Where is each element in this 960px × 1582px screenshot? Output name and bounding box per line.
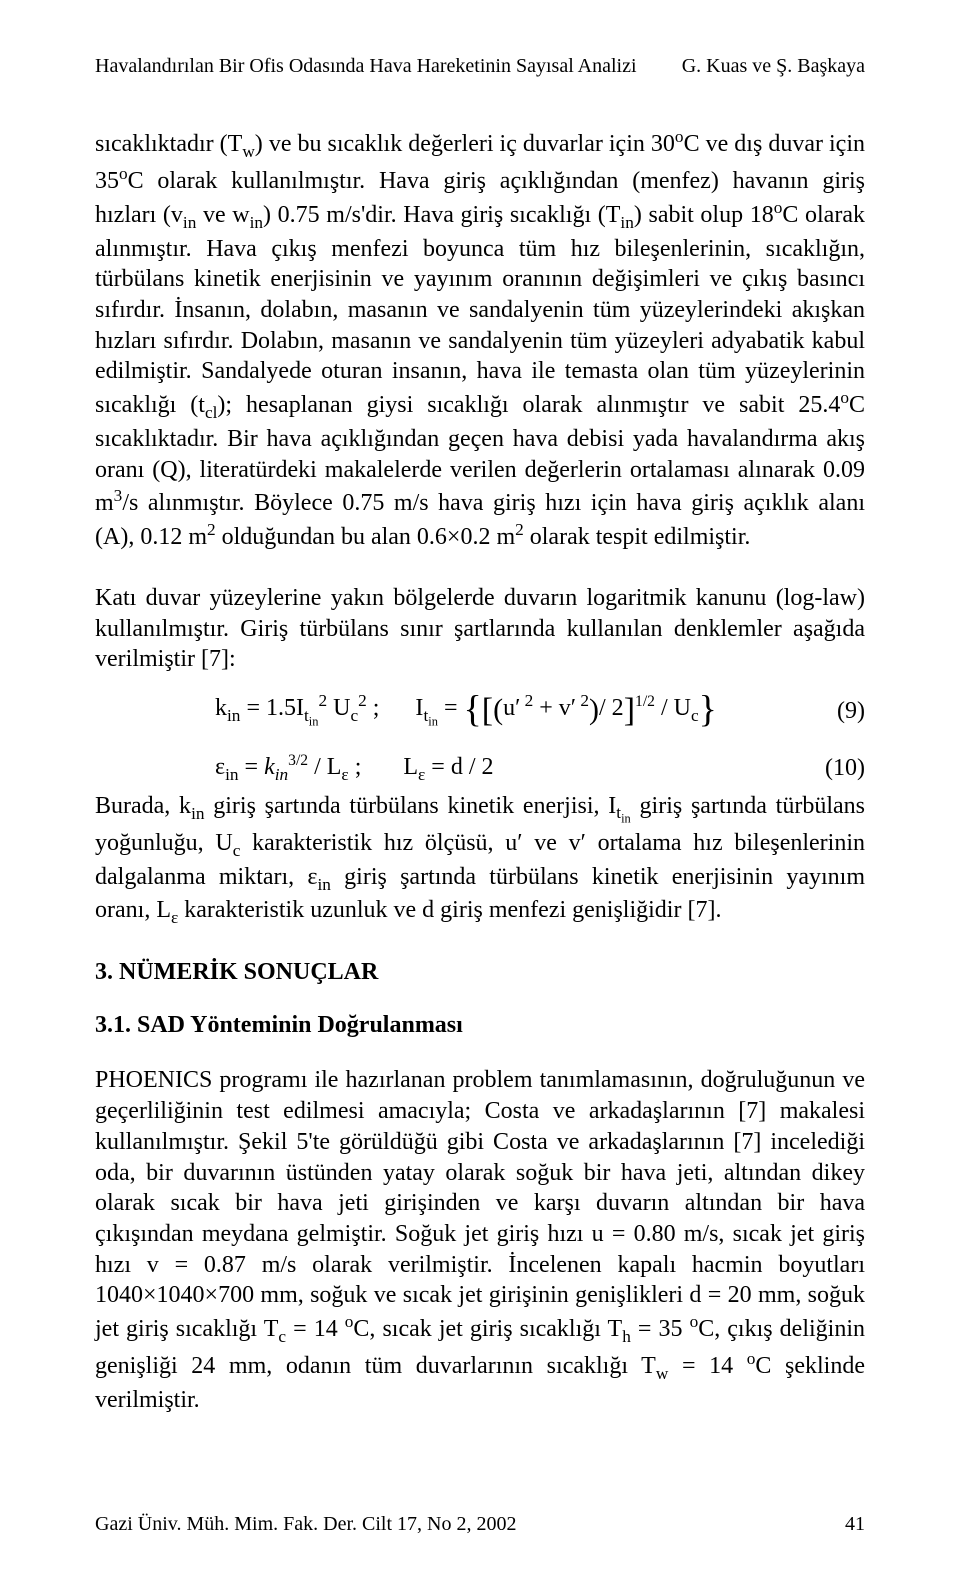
header-right: G. Kuas ve Ş. Başkaya bbox=[682, 55, 865, 78]
equation-10-body: εin = kin3/2 / Lε ; Lε = d / 2 bbox=[215, 751, 493, 786]
section-heading-3: 3. NÜMERİK SONUÇLAR bbox=[95, 959, 865, 986]
footer-page-number: 41 bbox=[845, 1513, 865, 1536]
header-left: Havalandırılan Bir Ofis Odasında Hava Ha… bbox=[95, 55, 637, 78]
paragraph-3: Burada, kin giriş şartında türbülans kin… bbox=[95, 791, 865, 930]
paragraph-1: sıcaklıktadır (Tw) ve bu sıcaklık değerl… bbox=[95, 126, 865, 553]
equation-9-number: (9) bbox=[837, 696, 865, 727]
paragraph-2: Katı duvar yüzeylerine yakın bölgelerde … bbox=[95, 583, 865, 675]
equation-9-body: kin = 1.5Itin2 Uc2 ; Itin = {[(u′ 2 + v′… bbox=[215, 689, 717, 733]
equation-9: kin = 1.5Itin2 Uc2 ; Itin = {[(u′ 2 + v′… bbox=[95, 689, 865, 733]
page-header: Havalandırılan Bir Ofis Odasında Hava Ha… bbox=[95, 55, 865, 78]
equation-10: εin = kin3/2 / Lε ; Lε = d / 2 (10) bbox=[95, 751, 865, 786]
footer-left: Gazi Üniv. Müh. Mim. Fak. Der. Cilt 17, … bbox=[95, 1513, 516, 1536]
page-footer: Gazi Üniv. Müh. Mim. Fak. Der. Cilt 17, … bbox=[95, 1513, 865, 1536]
subsection-heading-3-1: 3.1. SAD Yönteminin Doğrulanması bbox=[95, 1012, 865, 1039]
equation-10-number: (10) bbox=[825, 753, 865, 784]
paragraph-4: PHOENICS programı ile hazırlanan problem… bbox=[95, 1065, 865, 1415]
